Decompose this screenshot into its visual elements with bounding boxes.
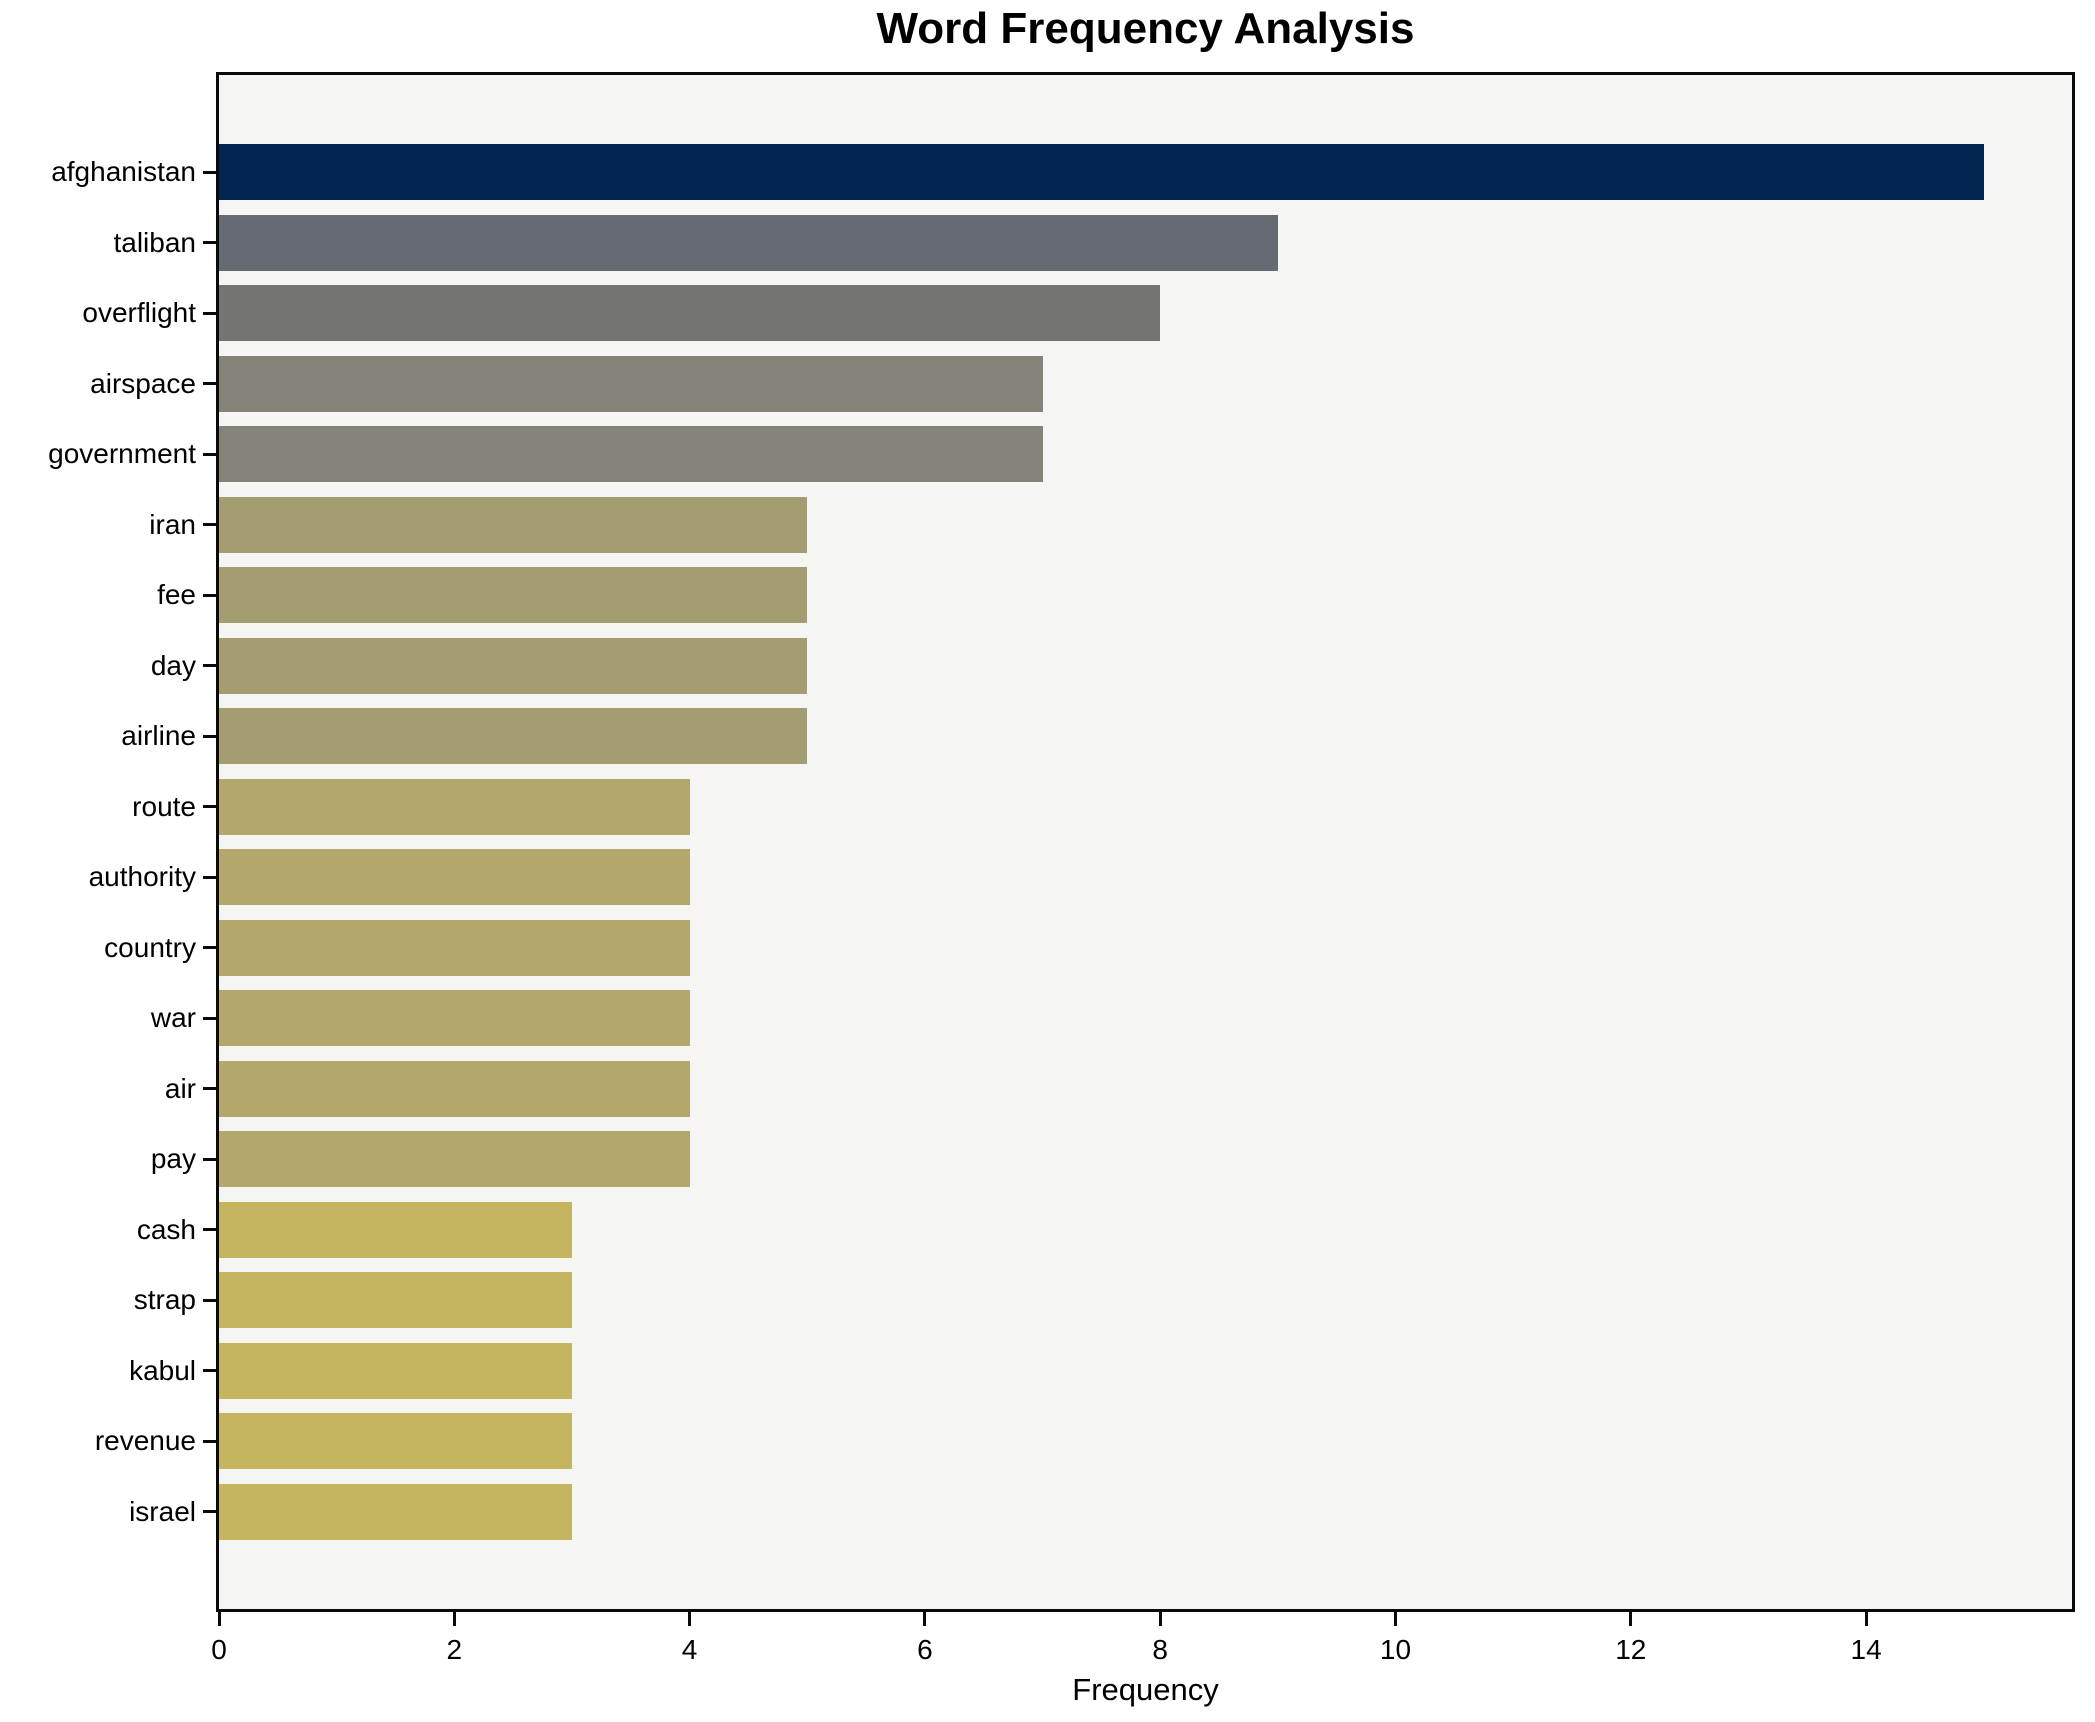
bar-kabul: [219, 1342, 572, 1399]
bar-war: [219, 990, 690, 1046]
x-tick-label-4: 4: [681, 1634, 698, 1665]
y-tick-mark: [203, 664, 216, 667]
bar-pay: [219, 1131, 690, 1187]
bar-government: [219, 426, 1043, 482]
bar-route: [219, 778, 690, 835]
y-tick-label-authority: authority: [88, 861, 196, 892]
bar-afghanistan: [219, 144, 1984, 200]
y-tick-label-pay: pay: [150, 1143, 196, 1174]
y-tick-label-revenue: revenue: [94, 1425, 196, 1456]
x-tick-mark: [688, 1612, 692, 1626]
x-tick-mark: [1864, 1612, 1868, 1626]
bar-strap: [219, 1272, 572, 1328]
bar-authority: [219, 849, 690, 905]
y-tick-mark: [203, 1369, 216, 1372]
x-tick-mark: [923, 1612, 927, 1626]
x-tick-mark: [452, 1612, 456, 1626]
bar-israel: [219, 1483, 572, 1540]
y-tick-mark: [203, 1510, 216, 1513]
x-tick-mark: [1158, 1612, 1162, 1626]
y-tick-mark: [203, 311, 216, 315]
bar-cash: [219, 1201, 572, 1258]
y-tick-mark: [203, 382, 216, 385]
bar-country: [219, 919, 690, 976]
y-tick-label-airline: airline: [121, 720, 196, 751]
y-tick-mark: [203, 875, 216, 879]
bar-day: [219, 637, 808, 694]
y-tick-label-airspace: airspace: [90, 367, 196, 399]
y-axis: afghanistan taliban overflight airspace gove…: [0, 75, 196, 1615]
bar-airline: [219, 708, 808, 764]
x-tick-mark: [1394, 1612, 1397, 1626]
x-tick-label-0: 0: [211, 1634, 227, 1665]
y-tick-label-cash: cash: [136, 1213, 196, 1245]
bar-iran: [219, 496, 808, 553]
y-tick-mark: [203, 1087, 216, 1090]
y-tick-label-air: air: [164, 1072, 196, 1104]
y-tick-label-war: war: [150, 1002, 196, 1033]
x-tick-label-12: 12: [1615, 1634, 1647, 1665]
y-tick-label-country: country: [104, 931, 196, 963]
y-tick-mark: [203, 1228, 216, 1231]
y-tick-mark: [203, 1157, 216, 1161]
bar-revenue: [219, 1413, 572, 1469]
x-tick-label-14: 14: [1850, 1634, 1882, 1665]
y-tick-mark: [203, 805, 216, 808]
x-tick-label-2: 2: [446, 1634, 463, 1665]
y-tick-label-day: day: [150, 649, 196, 681]
y-tick-mark: [203, 593, 216, 597]
y-tick-label-afghanistan: afghanistan: [51, 156, 196, 187]
y-tick-mark: [203, 1439, 216, 1443]
bar-airspace: [219, 355, 1043, 412]
y-tick-label-taliban: taliban: [113, 226, 196, 258]
y-tick-label-strap: strap: [133, 1284, 196, 1315]
x-tick-label-6: 6: [917, 1634, 933, 1665]
y-tick-label-government: government: [48, 438, 196, 469]
chart-title: Word Frequency Analysis: [876, 4, 1415, 53]
y-tick-mark: [203, 946, 216, 949]
x-tick-label-8: 8: [1152, 1634, 1168, 1665]
y-tick-mark: [203, 523, 216, 526]
y-tick-mark: [203, 1298, 216, 1302]
y-tick-label-route: route: [132, 790, 196, 822]
x-tick-mark: [1629, 1612, 1633, 1626]
x-tick-label-10: 10: [1379, 1634, 1412, 1665]
y-tick-mark: [203, 1016, 216, 1020]
bar-fee: [219, 567, 808, 623]
y-tick-mark: [203, 170, 216, 174]
bar-air: [219, 1060, 690, 1117]
y-tick-label-kabul: kabul: [129, 1354, 196, 1386]
bar-overflight: [219, 285, 1161, 341]
y-tick-label-israel: israel: [129, 1495, 196, 1527]
y-tick-label-overflight: overflight: [82, 297, 196, 328]
y-tick-mark: [203, 241, 216, 244]
y-tick-mark: [203, 734, 216, 738]
x-tick-mark: [217, 1612, 221, 1626]
bar-taliban: [219, 214, 1278, 271]
x-axis-label: Frequency: [1072, 1672, 1219, 1707]
plot-area: [216, 72, 2075, 1612]
y-tick-label-fee: fee: [157, 579, 196, 610]
y-tick-mark: [203, 452, 216, 456]
y-tick-label-iran: iran: [149, 508, 196, 540]
